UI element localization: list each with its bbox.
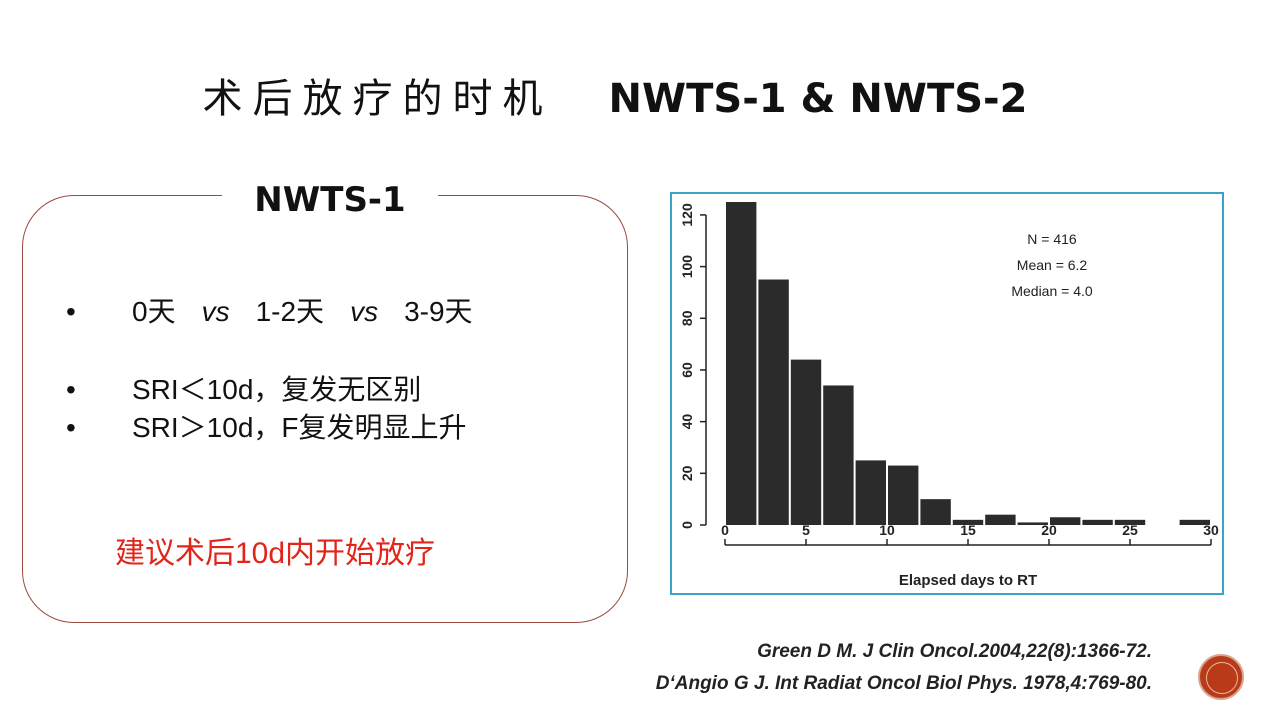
stat-annotation: Median = 4.0 bbox=[1011, 283, 1093, 299]
x-tick-label: 30 bbox=[1203, 522, 1219, 538]
x-tick-label: 20 bbox=[1041, 522, 1057, 538]
bullet-dot: • bbox=[66, 412, 76, 443]
nwts1-box-title: NWTS-1 bbox=[222, 178, 438, 222]
bullet-item-intervals: • 0天 vs 1-2天 vs 3-9天 bbox=[66, 296, 473, 328]
y-tick-label: 0 bbox=[679, 521, 695, 529]
histogram-bar bbox=[985, 514, 1016, 525]
bullet-item-sri-under-10: • SRI＜10d，复发无区别 bbox=[66, 374, 421, 406]
histogram-bar bbox=[823, 385, 854, 525]
y-tick-label: 100 bbox=[679, 255, 695, 279]
y-tick-label: 60 bbox=[679, 362, 695, 378]
histogram-bar bbox=[888, 465, 919, 525]
x-tick-label: 25 bbox=[1122, 522, 1138, 538]
histogram-bar bbox=[1179, 519, 1210, 525]
slide-title: 术后放疗的时机 NWTS-1 & NWTS-2 bbox=[0, 66, 1230, 124]
x-tick-label: 5 bbox=[802, 522, 810, 538]
vs-label: vs bbox=[350, 296, 379, 327]
histogram-bar bbox=[855, 460, 886, 525]
y-tick-label: 40 bbox=[679, 414, 695, 430]
histogram-bar bbox=[1114, 519, 1146, 525]
reference-2: D‘Angio G J. Int Radiat Oncol Biol Phys.… bbox=[655, 673, 1152, 694]
interval-1-2-day: 1-2天 bbox=[255, 296, 325, 327]
stat-annotation: N = 416 bbox=[1027, 231, 1077, 247]
y-tick-label: 120 bbox=[679, 203, 695, 227]
interval-3-9-day: 3-9天 bbox=[404, 296, 473, 327]
reference-1: Green D M. J Clin Oncol.2004,22(8):1366-… bbox=[757, 641, 1152, 662]
bullet-dot: • bbox=[66, 374, 76, 405]
recommendation-text: 建议术后10d内开始放疗 bbox=[115, 537, 436, 570]
vs-label: vs bbox=[201, 296, 230, 327]
x-tick-label: 0 bbox=[721, 522, 729, 538]
bullet-text: SRI＜10d，复发无区别 bbox=[132, 374, 422, 405]
y-tick-label: 20 bbox=[679, 465, 695, 481]
slide-title-cn: 术后放疗的时机 bbox=[202, 76, 553, 122]
histogram-bar bbox=[1017, 522, 1048, 525]
bullet-item-sri-over-10: • SRI＞10d，F复发明显上升 bbox=[66, 412, 467, 444]
histogram-bar bbox=[920, 499, 951, 525]
x-axis-label: Elapsed days to RT bbox=[899, 572, 1037, 589]
slide-title-en: NWTS-1 & NWTS-2 bbox=[608, 76, 1028, 122]
slide-badge-icon bbox=[1198, 654, 1244, 700]
references: Green D M. J Clin Oncol.2004,22(8):1366-… bbox=[656, 636, 1152, 700]
bullet-dot: • bbox=[66, 296, 76, 327]
histogram-bar bbox=[758, 279, 789, 525]
histogram-bar bbox=[726, 202, 757, 525]
histogram-bar bbox=[790, 359, 822, 525]
y-tick-label: 80 bbox=[679, 310, 695, 326]
x-tick-label: 15 bbox=[960, 522, 976, 538]
x-tick-label: 10 bbox=[879, 522, 895, 538]
histogram-chart: 0 20 40 60 80 100 120 0 5 10 15 20 25 30 Elapsed days … bbox=[670, 192, 1224, 595]
histogram-svg: 0 20 40 60 80 100 120 0 5 10 15 20 25 30 Elapsed days … bbox=[679, 202, 1219, 589]
interval-0-day: 0天 bbox=[132, 296, 176, 327]
histogram-bar bbox=[1050, 517, 1081, 525]
histogram-bar bbox=[952, 519, 984, 525]
stat-annotation: Mean = 6.2 bbox=[1017, 257, 1088, 273]
histogram-bar bbox=[1082, 519, 1113, 525]
bullet-text: SRI＞10d，F复发明显上升 bbox=[132, 412, 467, 443]
